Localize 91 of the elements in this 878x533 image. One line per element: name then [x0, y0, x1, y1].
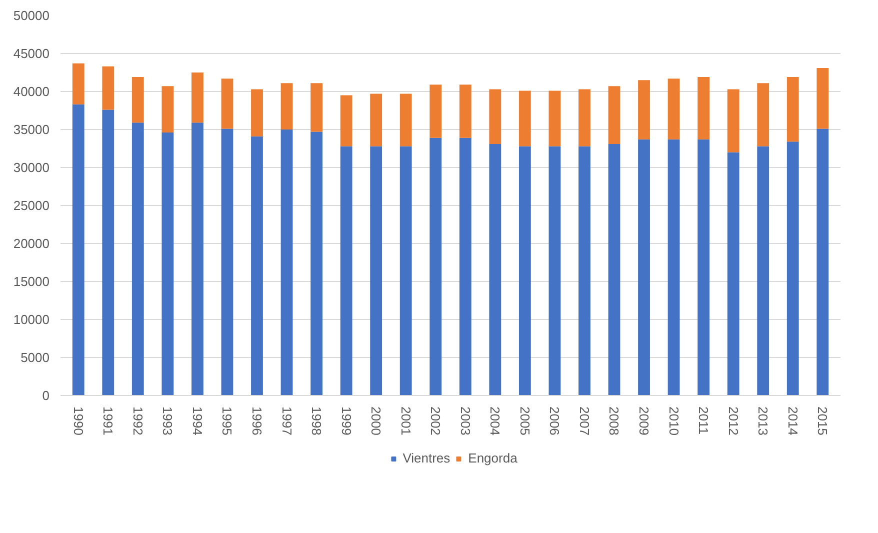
- bar: [72, 63, 84, 104]
- bar: [280, 83, 293, 130]
- x-tick-label: 1998: [309, 406, 324, 436]
- bar: [727, 89, 740, 152]
- x-tick-label: 1990: [70, 406, 86, 436]
- bar: [340, 95, 352, 146]
- bar: [816, 128, 829, 396]
- y-tick-label: 40000: [13, 84, 50, 99]
- bar: [459, 138, 472, 396]
- y-tick-label: 15000: [13, 274, 50, 289]
- bar: [400, 146, 412, 396]
- x-tick-label: 1994: [190, 406, 205, 436]
- bar: [162, 132, 174, 396]
- bar: [221, 78, 234, 129]
- bar: [518, 146, 531, 396]
- y-tick-label: 25000: [13, 198, 50, 213]
- bar: [698, 139, 710, 396]
- bar: [608, 144, 620, 396]
- bar: [191, 72, 204, 123]
- x-tick-label: 1991: [100, 406, 116, 436]
- bar: [786, 77, 799, 142]
- y-tick-label: 10000: [13, 312, 50, 327]
- x-tick-label: 2015: [815, 406, 830, 436]
- x-tick-label: 1995: [220, 406, 235, 436]
- bar: [668, 139, 680, 396]
- bar: [280, 130, 293, 396]
- bar: [162, 86, 174, 133]
- bar: [340, 146, 352, 396]
- legend-label: Engorda: [468, 450, 518, 466]
- bar: [668, 78, 680, 140]
- bar: [638, 80, 650, 140]
- y-tick-label: 30000: [13, 160, 50, 175]
- x-tick-label: 2014: [785, 406, 800, 436]
- bar: [132, 122, 144, 396]
- bar: [370, 146, 382, 396]
- x-tick-label: 2001: [398, 406, 414, 436]
- y-tick-label: 45000: [13, 46, 50, 61]
- x-tick-label: 2011: [696, 406, 712, 434]
- bar: [548, 146, 561, 396]
- x-tick-label: 2012: [726, 406, 741, 436]
- bar: [251, 89, 263, 136]
- bar: [310, 83, 322, 132]
- bar: [251, 136, 263, 396]
- bar: [698, 77, 710, 140]
- bar: [757, 83, 770, 146]
- bar: [638, 139, 650, 396]
- x-tick-label: 2004: [488, 406, 503, 436]
- x-tick-label: 2007: [576, 406, 592, 436]
- bar: [608, 86, 620, 144]
- bar: [578, 89, 590, 146]
- bar: [489, 144, 502, 396]
- bar: [430, 138, 442, 396]
- bar: [102, 110, 114, 396]
- bar: [727, 152, 740, 396]
- bar: [548, 90, 561, 146]
- bar: [400, 94, 412, 146]
- bar: [191, 122, 204, 396]
- bar: [72, 104, 84, 396]
- x-tick-label: 2009: [636, 406, 652, 436]
- bar: [430, 84, 442, 138]
- x-tick-label: 2010: [666, 406, 682, 436]
- bar: [370, 94, 382, 146]
- bar: [578, 146, 590, 396]
- x-tick-label: 1992: [130, 406, 146, 436]
- y-tick-label: 0: [42, 388, 50, 403]
- bar: [757, 146, 770, 396]
- x-tick-label: 2013: [756, 406, 771, 436]
- bar: [221, 128, 234, 396]
- y-tick-label: 50000: [13, 8, 50, 23]
- bar: [489, 89, 502, 144]
- x-tick-label: 2008: [606, 406, 622, 436]
- x-tick-label: 2003: [458, 406, 473, 436]
- x-tick-label: 2005: [517, 406, 532, 436]
- y-tick-label: 5000: [20, 350, 50, 365]
- y-tick-label: 20000: [13, 236, 50, 251]
- bar: [459, 84, 472, 138]
- x-tick-label: 2006: [547, 406, 562, 436]
- x-tick-label: 2002: [428, 406, 444, 436]
- bar: [310, 132, 322, 396]
- x-tick-label: 1997: [279, 406, 294, 436]
- x-tick-label: 2000: [368, 406, 384, 436]
- legend-label: Vientres: [402, 450, 450, 466]
- x-tick-label: 1996: [249, 406, 264, 436]
- x-tick-label: 1993: [160, 406, 176, 436]
- bar: [518, 90, 531, 146]
- y-tick-label: 35000: [13, 122, 50, 137]
- bar: [816, 68, 829, 129]
- x-tick-label: 1999: [338, 406, 354, 436]
- bar: [132, 77, 144, 123]
- bar: [102, 66, 114, 110]
- bar: [786, 142, 799, 396]
